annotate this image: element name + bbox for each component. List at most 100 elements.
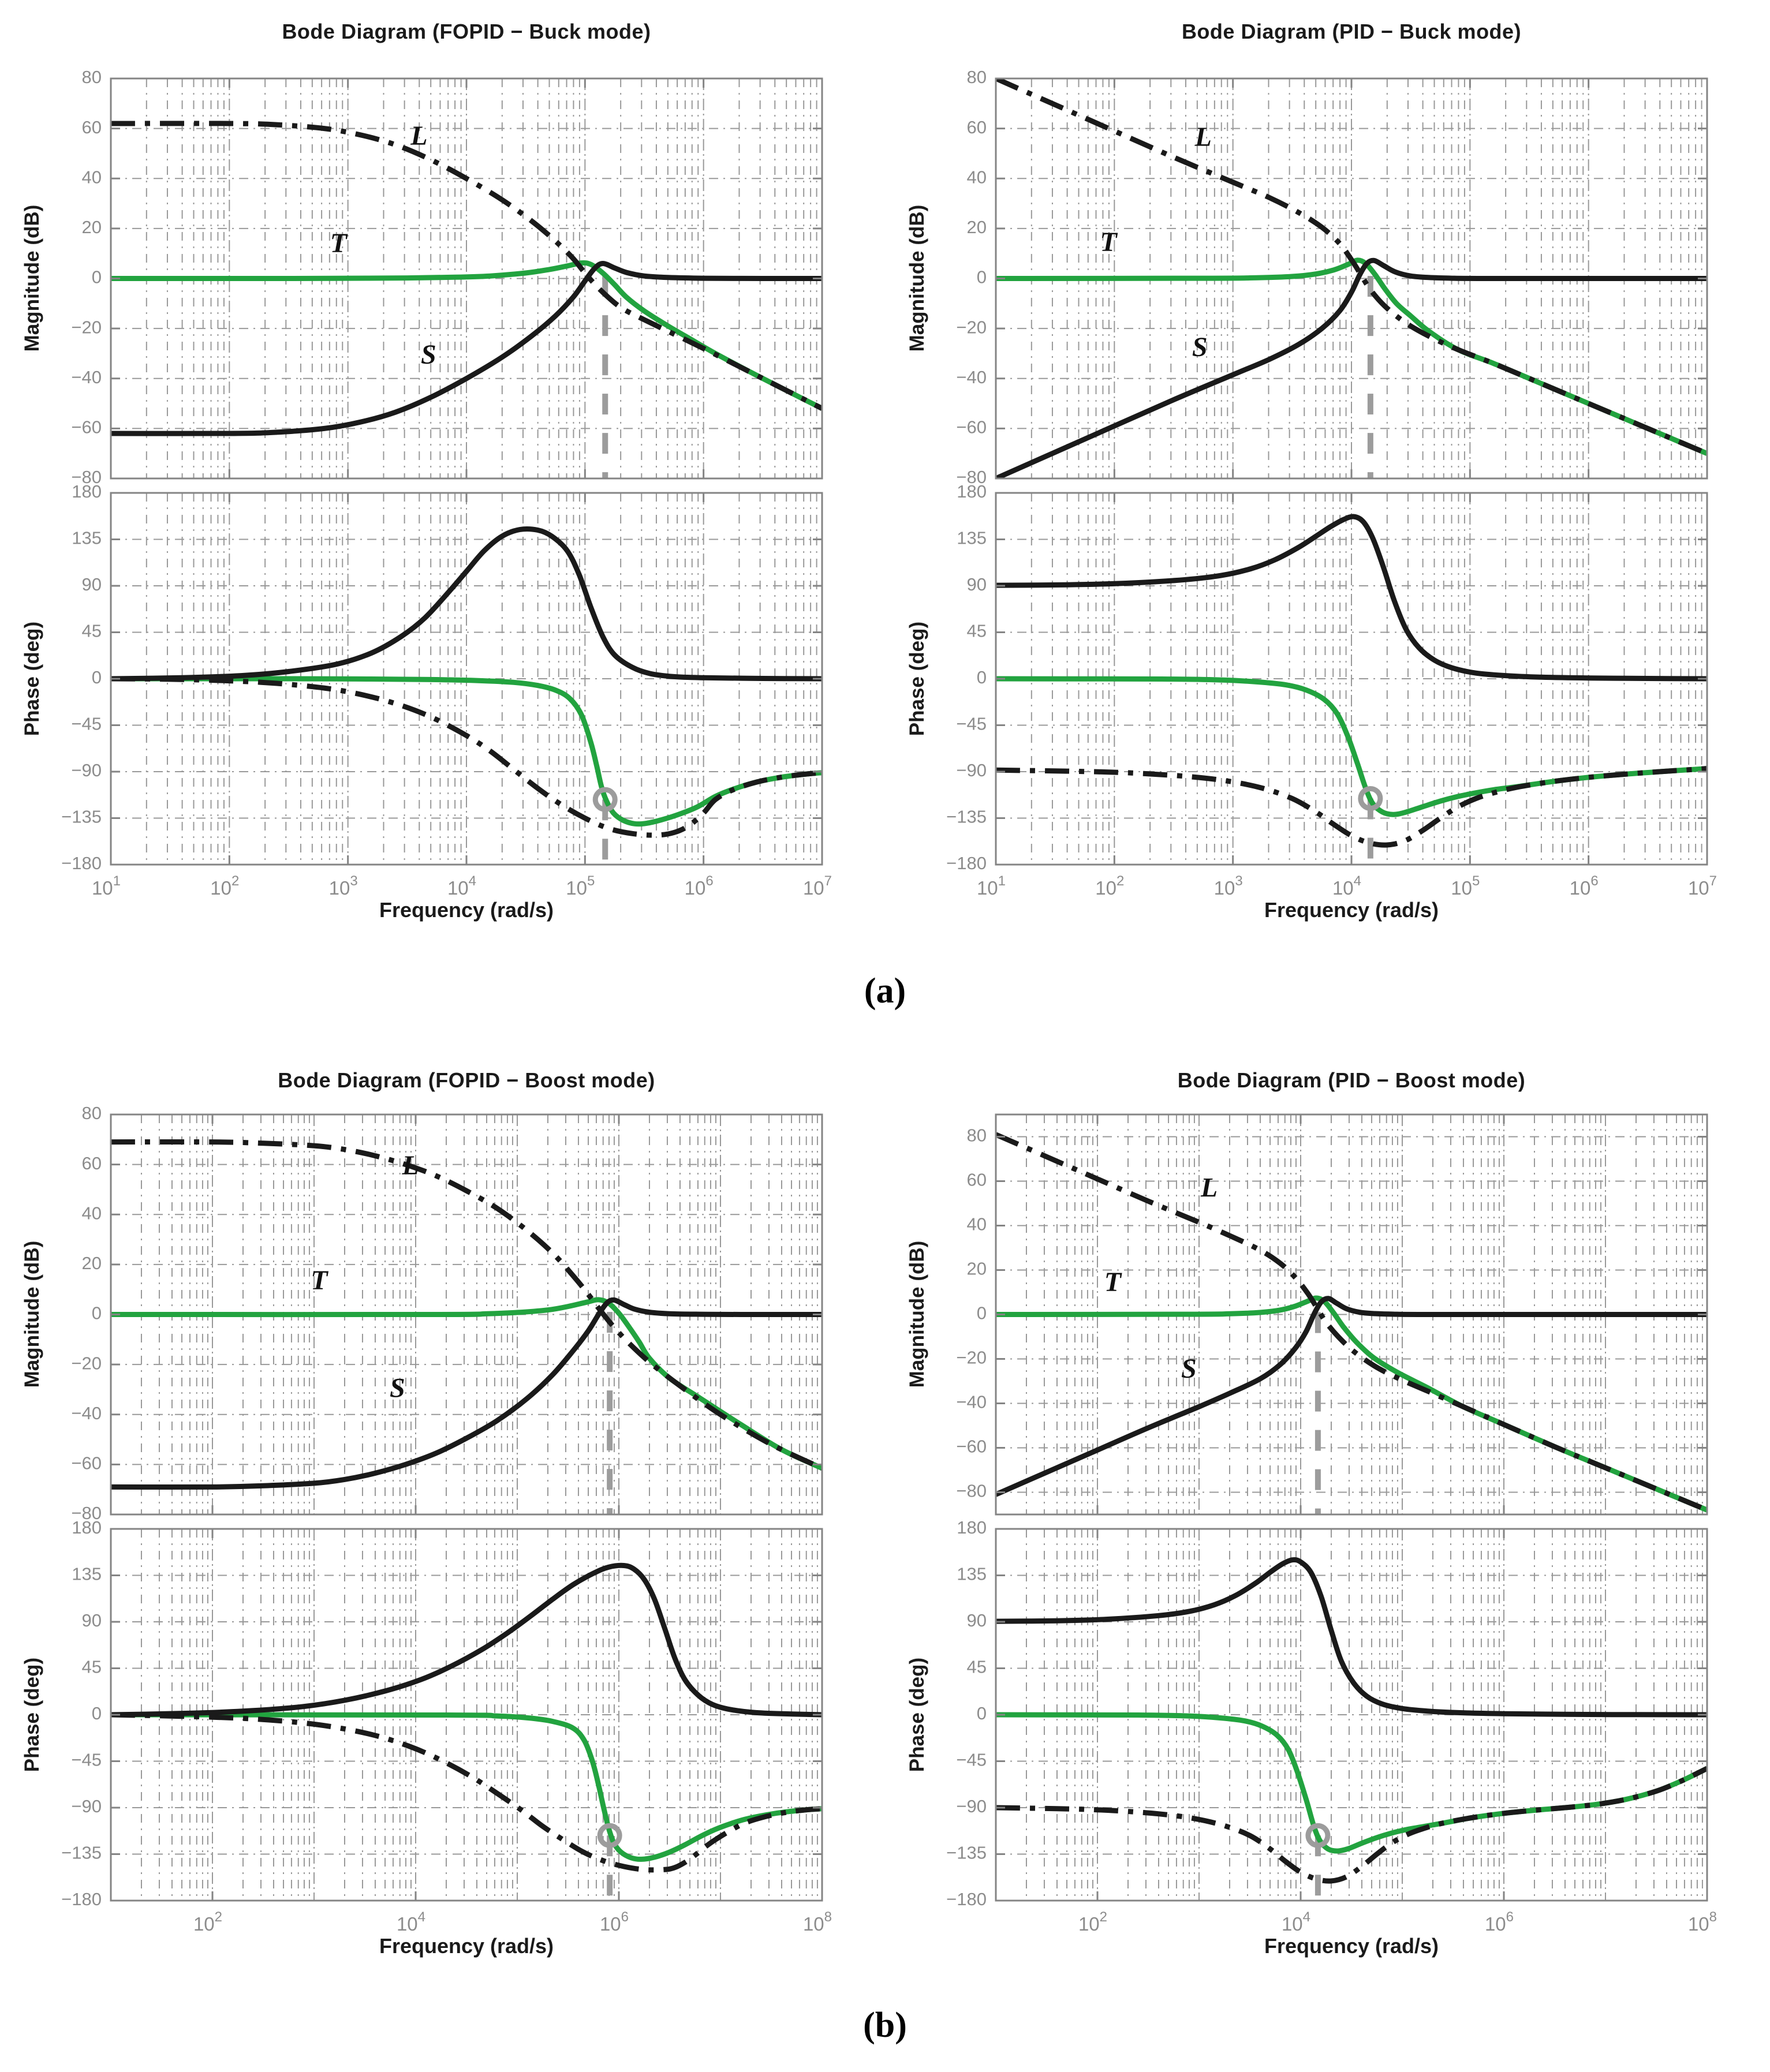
svg-text:45: 45: [82, 621, 102, 641]
panel-fopid-boost: Bode Diagram (FOPID − Boost mode) Magnit…: [0, 1036, 885, 2072]
svg-text:45: 45: [967, 621, 987, 641]
svg-text:45: 45: [82, 1657, 102, 1677]
svg-text:106: 106: [600, 1909, 629, 1935]
svg-text:80: 80: [82, 67, 102, 87]
svg-text:0: 0: [92, 267, 102, 287]
svg-text:105: 105: [566, 873, 595, 899]
svg-text:90: 90: [82, 1610, 102, 1630]
svg-text:−135: −135: [61, 807, 102, 827]
x-tick-labels: 102 104 106 108: [193, 1909, 832, 1935]
panel-title: Bode Diagram (PID − Boost mode): [1177, 1068, 1526, 1092]
svg-text:−180: −180: [946, 1889, 987, 1909]
svg-text:−40: −40: [71, 1403, 102, 1423]
svg-text:0: 0: [977, 267, 987, 287]
svg-text:102: 102: [210, 873, 239, 899]
svg-text:90: 90: [967, 1610, 987, 1630]
svg-text:90: 90: [82, 574, 102, 594]
svg-text:−90: −90: [956, 1796, 987, 1816]
subplot: 180 135 90 45 0 −45 −90 −135 −180: [946, 481, 1708, 873]
grid: [996, 1528, 1707, 1901]
svg-text:135: 135: [72, 1564, 102, 1584]
svg-text:−40: −40: [956, 1392, 987, 1412]
phase-marker-circle: [597, 1823, 622, 1848]
curve-label-S: S: [390, 1372, 405, 1403]
svg-text:135: 135: [72, 528, 102, 548]
svg-text:104: 104: [447, 873, 476, 899]
curve-S: [111, 261, 822, 436]
y-tick-labels: 180 135 90 45 0 −45 −90 −135 −180: [946, 1517, 987, 1909]
curve-label-L: L: [1194, 122, 1212, 152]
svg-text:20: 20: [967, 1259, 987, 1279]
curve-S: [111, 1562, 822, 1718]
subplot: L T S 80 60 40 20 0 −20 −40 −60 −80: [71, 67, 823, 487]
tick-marks: [996, 1528, 1708, 1902]
svg-text:0: 0: [977, 1703, 987, 1723]
y-tick-labels: 80 60 40 20 0 −20 −40 −60 −80: [71, 67, 102, 487]
y-tick-labels: 80 60 40 20 0 −20 −40 −60 −80: [71, 1103, 102, 1523]
y-tick-labels: 180 135 90 45 0 −45 −90 −135 −180: [61, 1517, 102, 1909]
svg-text:101: 101: [92, 873, 121, 899]
svg-text:80: 80: [82, 1103, 102, 1123]
curve-S: [996, 1557, 1707, 1718]
svg-text:107: 107: [803, 873, 832, 899]
svg-text:103: 103: [1214, 873, 1243, 899]
subplot: L T S 80 60 40 20 0 −20 −40 −60 −80: [956, 67, 1708, 487]
curves: [996, 78, 1707, 478]
svg-text:−90: −90: [71, 760, 102, 780]
curve-label-T: T: [1104, 1267, 1122, 1297]
curve-L: [111, 121, 822, 411]
curve-L: [111, 1712, 822, 1873]
curve-S: [996, 257, 1707, 478]
x-axis-label: Frequency (rad/s): [1264, 898, 1439, 922]
x-tick-labels: 101 102 103 104 105 106 107: [977, 873, 1717, 899]
svg-text:108: 108: [803, 1909, 832, 1935]
svg-text:40: 40: [967, 1214, 987, 1235]
svg-text:180: 180: [72, 481, 102, 502]
curve-label-S: S: [421, 339, 436, 370]
svg-text:−60: −60: [956, 417, 987, 437]
svg-text:80: 80: [967, 1125, 987, 1146]
curve-label-T: T: [330, 228, 348, 259]
svg-text:−60: −60: [71, 417, 102, 437]
curve-label-L: L: [402, 1150, 419, 1181]
x-axis-label: Frequency (rad/s): [379, 1934, 554, 1958]
curve-label-T: T: [1100, 227, 1118, 257]
curve-label-S: S: [1192, 332, 1208, 362]
curve-S: [996, 514, 1707, 682]
curve-label-T: T: [311, 1265, 328, 1296]
svg-text:106: 106: [1570, 873, 1599, 899]
curve-T: [996, 1712, 1707, 1854]
svg-text:−45: −45: [956, 1750, 987, 1770]
svg-text:−90: −90: [956, 760, 987, 780]
svg-text:104: 104: [397, 1909, 425, 1935]
panel-title: Bode Diagram (FOPID − Boost mode): [278, 1068, 655, 1092]
subplot: L T S 80 60 40 20 0 −20 −40 −60 −80: [956, 1113, 1708, 1516]
svg-text:102: 102: [1095, 873, 1124, 899]
svg-text:−40: −40: [71, 367, 102, 387]
y-tick-labels: 80 60 40 20 0 −20 −40 −60 −80: [956, 1125, 987, 1501]
y-tick-labels: 80 60 40 20 0 −20 −40 −60 −80: [956, 67, 987, 487]
svg-text:20: 20: [82, 1253, 102, 1273]
panel-pid-boost: Bode Diagram (PID − Boost mode) Magnitud…: [885, 1036, 1770, 2072]
svg-text:0: 0: [977, 1303, 987, 1323]
svg-text:−20: −20: [71, 317, 102, 337]
svg-text:−40: −40: [956, 367, 987, 387]
svg-text:101: 101: [977, 873, 1006, 899]
svg-text:−60: −60: [71, 1453, 102, 1473]
svg-text:−20: −20: [956, 1348, 987, 1368]
svg-text:0: 0: [92, 1703, 102, 1723]
svg-text:−80: −80: [956, 1481, 987, 1501]
curves: [996, 1132, 1707, 1514]
svg-text:−20: −20: [71, 1353, 102, 1373]
svg-text:60: 60: [967, 1170, 987, 1190]
curve-S: [111, 1297, 822, 1490]
subfigure-label-a: (a): [864, 971, 906, 1011]
tick-marks: [110, 492, 823, 866]
curve-S: [996, 1296, 1707, 1497]
curve-L: [996, 1132, 1707, 1513]
curves: [111, 1139, 822, 1514]
panel-fopid-buck: Bode Diagram (FOPID − Buck mode) Magnitu…: [0, 0, 885, 1036]
panel-title: Bode Diagram (PID − Buck mode): [1181, 20, 1522, 43]
